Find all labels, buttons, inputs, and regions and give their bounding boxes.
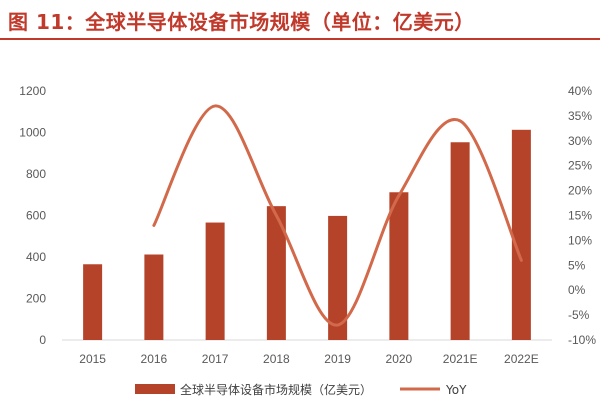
x-axis-tick-label: 2021E	[443, 352, 478, 366]
right-axis-tick-label: 5%	[568, 258, 586, 272]
right-axis-tick-label: 30%	[568, 134, 592, 148]
left-axis-tick-label: 1200	[19, 84, 46, 98]
right-axis-tick-label: 10%	[568, 233, 592, 247]
right-axis-tick-label: 20%	[568, 184, 592, 198]
x-axis-tick-label: 2015	[79, 352, 106, 366]
chart-header: 图 11：全球半导体设备市场规模（单位：亿美元）	[0, 0, 600, 40]
bar	[205, 222, 225, 340]
left-axis-tick-label: 400	[26, 250, 46, 264]
right-axis-tick-label: 40%	[568, 84, 592, 98]
left-axis-tick-label: 1000	[19, 126, 46, 140]
x-axis-ticks: 2015 2016 2017 2018 2019 2020 2021E 2022E	[79, 352, 538, 366]
bar	[450, 142, 470, 340]
right-axis-tick-label: 35%	[568, 109, 592, 123]
left-axis-tick-label: 800	[26, 167, 46, 181]
bar	[266, 206, 286, 340]
x-axis-tick-label: 2022E	[504, 352, 539, 366]
bar	[389, 192, 409, 340]
bar-series	[83, 129, 531, 340]
right-axis-ticks: -10% -5% 0% 5% 10% 15% 20% 25% 30% 35% 40%	[568, 84, 596, 347]
title-underline	[0, 38, 600, 40]
bar	[83, 264, 103, 340]
left-axis-ticks: 0 200 400 600 800 1000 1200	[19, 84, 46, 347]
x-axis-tick-label: 2019	[324, 352, 351, 366]
right-axis-tick-label: 0%	[568, 283, 586, 297]
left-axis-tick-label: 0	[39, 333, 46, 347]
right-axis-tick-label: -10%	[568, 333, 596, 347]
chart-title: 图 11：全球半导体设备市场规模（单位：亿美元）	[8, 10, 475, 34]
x-axis-tick-label: 2018	[263, 352, 290, 366]
left-axis-tick-label: 200	[26, 292, 46, 306]
right-axis-tick-label: -5%	[568, 308, 590, 322]
legend-bar-label: 全球半导体设备市场规模（亿美元）	[180, 382, 372, 397]
bar	[511, 129, 531, 340]
left-axis-tick-label: 600	[26, 209, 46, 223]
right-axis-tick-label: 25%	[568, 159, 592, 173]
bar	[144, 254, 164, 340]
legend-line-label: YoY	[445, 383, 467, 397]
right-axis-tick-label: 15%	[568, 209, 592, 223]
legend: 全球半导体设备市场规模（亿美元） YoY	[135, 382, 467, 397]
x-axis-tick-label: 2017	[202, 352, 229, 366]
x-axis-tick-label: 2020	[386, 352, 413, 366]
yoy-line	[152, 104, 523, 327]
legend-bar-swatch	[135, 384, 175, 394]
bar	[328, 215, 348, 340]
x-axis-tick-label: 2016	[141, 352, 168, 366]
